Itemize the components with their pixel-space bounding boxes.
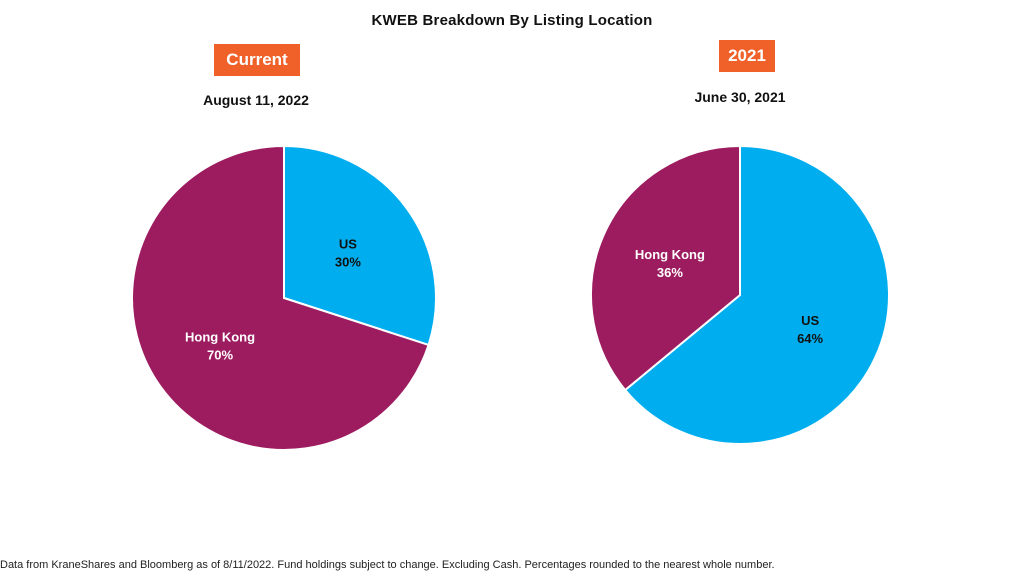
pie-2021-label-hong-kong: Hong Kong bbox=[635, 247, 705, 262]
pie-current-slice-us bbox=[283, 144, 437, 347]
pie-2021: US 64% Hong Kong 36% bbox=[590, 144, 890, 445]
pie-2021-value-us: 64% bbox=[797, 331, 823, 346]
pie-2021-value-hong-kong: 36% bbox=[657, 265, 683, 280]
current-date: August 11, 2022 bbox=[203, 92, 309, 108]
current-badge: Current bbox=[214, 44, 300, 76]
pie-current-value-us: 30% bbox=[335, 255, 361, 270]
pie-current-value-hong-kong: 70% bbox=[207, 347, 233, 362]
chart-title: KWEB Breakdown By Listing Location bbox=[371, 12, 653, 29]
pie-current-slice-hong-kong bbox=[131, 144, 430, 451]
year-2021-date: June 30, 2021 bbox=[694, 89, 786, 105]
footnote: Data from KraneShares and Bloomberg as o… bbox=[0, 559, 775, 571]
pie-2021-label-us: US bbox=[801, 313, 819, 328]
pie-2021-slice-us bbox=[623, 144, 890, 445]
year-2021-badge: 2021 bbox=[719, 40, 775, 72]
pie-current-label-us: US bbox=[339, 237, 357, 252]
pie-2021-slice-hong-kong bbox=[590, 144, 741, 392]
pie-current-label-hong-kong: Hong Kong bbox=[185, 329, 255, 344]
pie-current: US 30% Hong Kong 70% bbox=[131, 144, 437, 451]
